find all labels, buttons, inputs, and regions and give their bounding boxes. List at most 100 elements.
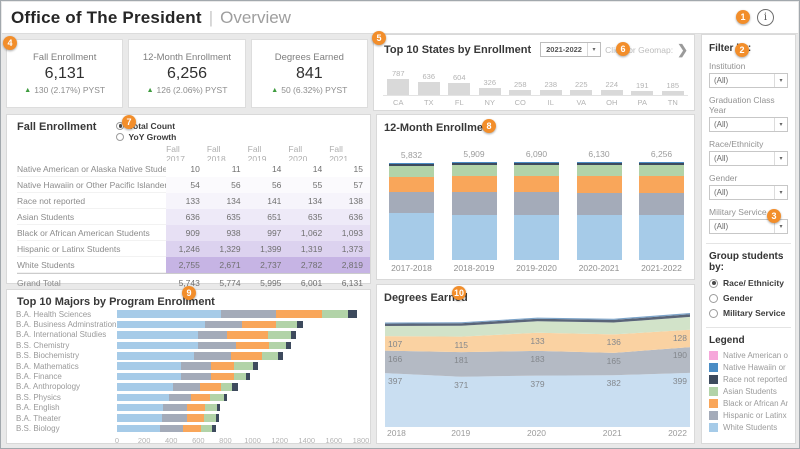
major-stacked-bar[interactable] [117,362,258,370]
state-bar[interactable] [509,90,532,95]
area-layer-asian[interactable] [385,316,690,337]
bar-segment-black[interactable] [186,403,206,412]
bar-segment-asian[interactable] [234,362,253,370]
stacked-bar[interactable] [389,163,434,260]
bar-segment-black[interactable] [242,320,276,329]
table-cell[interactable]: 1,093 [329,225,370,241]
table-cell[interactable]: 635 [288,209,330,225]
bar-segment-white[interactable] [117,310,222,318]
bar-segment-race_not_reported[interactable] [291,331,296,339]
bar-segment-asian[interactable] [205,403,218,412]
bar-segment-asian[interactable] [268,331,292,339]
major-stacked-bar[interactable] [117,310,357,318]
bar-segment-black[interactable] [230,352,263,360]
bar-segment-race_not_reported[interactable] [348,310,357,318]
bar-segment-hispanic[interactable] [193,352,231,360]
area-layer-hispanic[interactable] [385,347,690,377]
table-cell[interactable]: 54 [166,177,207,193]
stacked-bar[interactable] [451,162,497,260]
bar-segment-race_not_reported[interactable] [252,362,258,370]
bar-segment-asian[interactable] [576,165,622,176]
bar-segment-black[interactable] [514,176,559,193]
bar-segment-asian[interactable] [209,393,225,402]
bar-segment-asian[interactable] [201,424,212,433]
bar-segment-black[interactable] [276,310,322,318]
filter-select-graduation-class-year[interactable]: (All) ▾ [709,117,788,132]
bar-segment-black[interactable] [389,177,434,193]
table-cell[interactable]: 635 [206,209,248,225]
table-cell[interactable]: 1,062 [288,225,330,241]
bar-segment-race_not_reported[interactable] [224,393,227,402]
table-cell[interactable]: 134 [288,193,330,209]
area-layer-black[interactable] [385,329,690,353]
state-bar[interactable] [631,91,654,95]
bar-segment-race_not_reported[interactable] [286,341,292,350]
filter-select-race-ethnicity[interactable]: (All) ▾ [709,151,788,166]
major-stacked-bar[interactable] [117,414,219,422]
bar-segment-hispanic[interactable] [160,424,183,433]
bar-segment-white[interactable] [117,320,206,329]
table-cell[interactable]: 2,755 [166,257,207,273]
major-stacked-bar[interactable] [117,424,216,433]
state-bar[interactable] [600,90,623,95]
bar-segment-white[interactable] [389,213,434,260]
table-cell[interactable]: 636 [329,209,370,225]
group-by-option-gender[interactable]: Gender [709,293,788,303]
bar-segment-hispanic[interactable] [221,310,277,318]
bar-segment-race_not_reported[interactable] [211,424,216,433]
table-cell[interactable]: 56 [247,177,289,193]
bar-segment-asian[interactable] [639,165,684,176]
table-cell[interactable]: 909 [166,225,207,241]
major-stacked-bar[interactable] [117,320,304,329]
bar-segment-asian[interactable] [203,414,216,422]
bar-segment-white[interactable] [117,362,181,370]
bar-segment-asian[interactable] [234,372,246,381]
table-cell[interactable]: 138 [329,193,370,209]
bar-segment-black[interactable] [576,175,622,194]
bar-segment-white[interactable] [117,331,199,339]
bar-segment-race_not_reported[interactable] [639,163,684,166]
bar-segment-black[interactable] [227,331,269,339]
bar-segment-asian[interactable] [389,166,434,178]
bar-segment-hispanic[interactable] [168,393,191,402]
bar-segment-hispanic[interactable] [163,403,187,412]
bar-segment-race_not_reported[interactable] [232,383,239,391]
table-cell[interactable]: 2,782 [288,257,330,273]
bar-segment-hispanic[interactable] [180,362,211,370]
bar-segment-native_hawaiin[interactable] [639,162,684,164]
bar-segment-asian[interactable] [451,165,497,177]
table-cell[interactable]: 11 [206,161,248,177]
bar-segment-black[interactable] [211,372,235,381]
legend-item[interactable]: White Students [709,423,788,432]
bar-segment-hispanic[interactable] [161,414,187,422]
bar-segment-hispanic[interactable] [205,320,243,329]
bar-segment-hispanic[interactable] [451,192,497,215]
bar-segment-white[interactable] [117,393,169,402]
bar-segment-white[interactable] [117,372,181,381]
table-cell[interactable]: 1,319 [288,241,330,257]
state-bar[interactable] [448,83,471,95]
bar-segment-native_hawaiin[interactable] [514,162,559,164]
bar-segment-native_hawaiin[interactable] [451,162,497,164]
group-by-option-race-ethnicity[interactable]: Race/ Ethnicity [709,278,788,288]
major-stacked-bar[interactable] [117,383,239,391]
table-cell[interactable]: 141 [247,193,289,209]
bar-segment-white[interactable] [117,414,162,422]
bar-segment-hispanic[interactable] [514,192,559,216]
bar-segment-asian[interactable] [275,320,297,329]
year-selector-dropdown[interactable]: 2021-2022 ▾ [540,42,601,57]
major-stacked-bar[interactable] [117,331,296,339]
bar-segment-race_not_reported[interactable] [215,414,219,422]
bar-segment-hispanic[interactable] [198,341,236,350]
bar-segment-hispanic[interactable] [198,331,228,339]
bar-segment-hispanic[interactable] [639,192,684,215]
legend-item[interactable]: Race not reported [709,375,788,384]
stacked-bar[interactable] [639,162,684,260]
bar-segment-race_not_reported[interactable] [514,163,559,166]
state-bar[interactable] [570,90,593,95]
bar-segment-race_not_reported[interactable] [245,372,250,381]
bar-segment-asian[interactable] [514,165,559,177]
bar-segment-white[interactable] [117,383,173,391]
table-cell[interactable]: 14 [247,161,289,177]
table-cell[interactable]: 2,737 [247,257,289,273]
